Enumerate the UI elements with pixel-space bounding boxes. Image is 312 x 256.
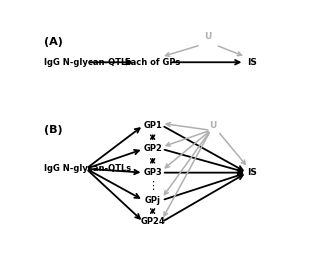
Text: ⋮: ⋮ — [147, 182, 158, 191]
Text: GPj: GPj — [145, 196, 161, 205]
Text: U: U — [209, 121, 217, 130]
Text: U: U — [205, 32, 212, 41]
Text: IS: IS — [247, 168, 257, 177]
Text: Each of GPs: Each of GPs — [125, 58, 180, 67]
Text: IS: IS — [247, 58, 257, 67]
Text: IgG N-glycan-QTLs: IgG N-glycan-QTLs — [44, 164, 131, 173]
Text: GP3: GP3 — [143, 168, 162, 177]
Text: GP2: GP2 — [143, 144, 162, 154]
Text: (A): (A) — [44, 37, 63, 47]
Text: (B): (B) — [44, 125, 62, 135]
Text: GP1: GP1 — [143, 121, 162, 130]
Text: IgG N-glycan-QTLs: IgG N-glycan-QTLs — [44, 58, 131, 67]
Text: GP24: GP24 — [140, 217, 165, 226]
